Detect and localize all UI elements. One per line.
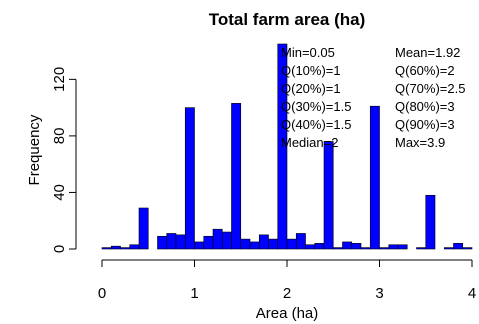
chart-title: Total farm area (ha) [209,10,366,29]
stat-label-left: Q(10%)=1 [281,63,341,78]
stat-label-left: Q(30%)=1.5 [281,99,351,114]
histogram-bar [110,245,121,250]
histogram-bar [221,231,232,250]
stat-label-left: Q(40%)=1.5 [281,117,351,132]
histogram-bar [194,241,205,250]
y-tick-label: 80 [51,128,68,145]
histogram-bar [369,105,380,250]
x-tick-label: 2 [283,285,291,302]
histogram-bar [388,244,399,250]
y-axis-title: Frequency [26,114,43,185]
histogram-bar [295,233,306,250]
y-tick-label: 40 [51,184,68,201]
stat-label-right: Q(60%)=2 [395,63,455,78]
histogram-bar [397,244,408,250]
histogram-bar [231,103,242,250]
histogram-bar [305,244,316,250]
histogram-bar [120,247,131,250]
histogram-bar [277,43,288,250]
stat-label-right: Mean=1.92 [395,45,460,60]
histogram-bar [323,141,334,250]
histogram-bar [453,243,464,250]
histogram-bar [240,238,251,250]
histogram-bar [101,247,112,250]
x-tick-label: 3 [375,285,383,302]
histogram-bar [342,241,353,250]
histogram-bar [443,247,454,250]
histogram-bar [129,244,140,250]
stat-label-left: Median=2 [281,135,338,150]
stat-label-right: Q(90%)=3 [395,117,455,132]
histogram-bar [249,241,260,250]
histogram-bar [286,238,297,250]
summary-statistics: Min=0.05 Q(10%)=1 Q(20%)=1 Q(30%)=1.5 Q(40%)… [281,45,465,150]
stat-label-left: Q(20%)=1 [281,81,341,96]
histogram-bar [258,234,269,250]
stat-label-right: Max=3.9 [395,135,445,150]
x-axis-title: Area (ha) [256,305,319,322]
x-tick-label: 0 [98,285,106,302]
histogram-bar [175,234,186,250]
histogram-bar [184,107,195,250]
x-tick-label: 4 [468,285,476,302]
histogram-bar [425,194,436,250]
bars-group [101,43,473,250]
histogram-bar [138,207,149,250]
stat-label-right: Q(70%)=2.5 [395,81,465,96]
histogram-bar [314,243,325,250]
stat-label-left: Min=0.05 [281,45,335,60]
histogram-bar [157,235,168,250]
histogram-bar [360,247,371,250]
histogram-bar [462,247,473,250]
histogram-bar [166,233,177,250]
x-tick-label: 1 [190,285,198,302]
x-axis: 0 1 2 3 4 [98,259,476,302]
y-tick-label: 0 [51,245,68,253]
histogram-bar [416,247,427,250]
histogram-bar [203,235,214,250]
histogram-bar [268,238,279,250]
histogram-bar [332,247,343,250]
y-axis: 0 40 80 120 [51,67,77,253]
y-tick-label: 120 [51,67,68,92]
histogram-bar [212,228,223,250]
histogram-bar [379,247,390,250]
histogram-bar [351,243,362,250]
stat-label-right: Q(80%)=3 [395,99,455,114]
